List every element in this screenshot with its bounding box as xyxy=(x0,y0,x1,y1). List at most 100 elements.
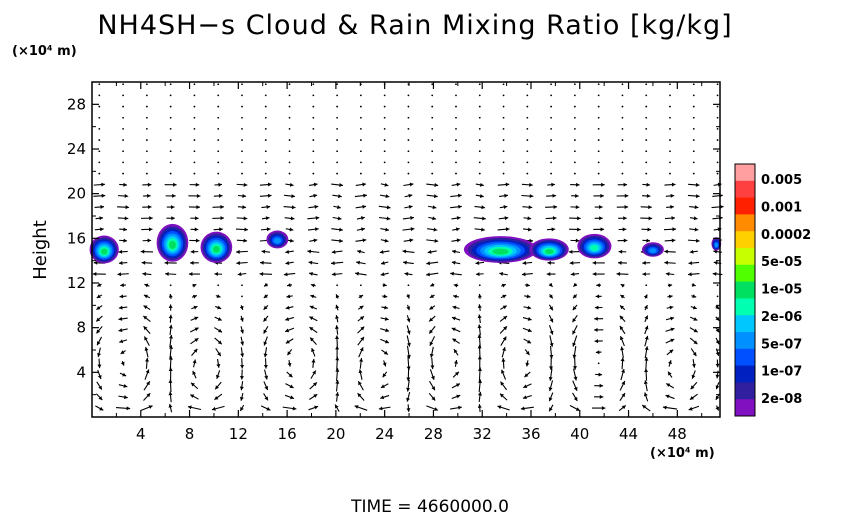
wind-vector-head xyxy=(572,318,577,323)
x-tick-label: 40 xyxy=(570,425,589,443)
wind-vector-dot xyxy=(169,105,172,108)
wind-vector-head xyxy=(664,249,668,254)
wind-vector-head xyxy=(715,363,720,368)
wind-vector-dot xyxy=(359,139,362,141)
wind-vector-dot xyxy=(669,139,671,141)
colorbar-swatch xyxy=(735,231,755,249)
cloud-band xyxy=(544,249,554,255)
colorbar-label: 0.0002 xyxy=(761,228,811,243)
colorbar-swatch xyxy=(735,315,755,333)
wind-vector-dot xyxy=(478,127,481,130)
colorbar-label: 0.001 xyxy=(761,200,802,215)
wind-vector-head xyxy=(527,317,532,321)
y-tick-label: 12 xyxy=(67,274,86,292)
wind-vector-head xyxy=(409,182,414,187)
wind-vector-head xyxy=(434,407,438,411)
y-tick-label: 4 xyxy=(76,363,86,381)
wind-vector-dot xyxy=(431,150,434,153)
wind-vector-head xyxy=(357,249,362,254)
wind-vector-dot xyxy=(169,116,172,119)
wind-vector-dot xyxy=(407,139,410,141)
wind-vector-head xyxy=(145,369,150,374)
wind-vector-head xyxy=(429,353,434,358)
wind-vector-dot xyxy=(217,116,220,119)
wind-vector-head xyxy=(526,294,531,299)
wind-vector-dot xyxy=(455,94,457,97)
wind-vector-dot xyxy=(312,150,315,153)
wind-vector-head xyxy=(499,271,504,276)
wind-vector-head xyxy=(195,182,200,187)
wind-vector-head xyxy=(313,394,318,398)
wind-vector-head xyxy=(715,351,720,356)
wind-vector-dot xyxy=(597,150,600,153)
wind-vector-dot xyxy=(383,127,386,130)
wind-vector-head xyxy=(236,249,240,254)
wind-vector-dot xyxy=(336,172,339,175)
wind-vector-head xyxy=(528,205,533,210)
wind-vector-head xyxy=(406,354,411,359)
x-tick-label: 28 xyxy=(424,425,443,443)
wind-vector-head xyxy=(385,227,389,232)
wind-vector-head xyxy=(239,317,244,322)
wind-vector-head xyxy=(240,364,245,369)
cloud-band xyxy=(649,248,657,254)
wind-vector-dot xyxy=(621,161,624,164)
colorbar-frame xyxy=(734,163,756,417)
wind-vector-dot xyxy=(502,83,505,86)
wind-vector-head xyxy=(548,397,553,402)
wind-vector-head xyxy=(573,294,577,299)
wind-vector-dot xyxy=(645,116,648,119)
wind-vector-head xyxy=(458,204,462,209)
wind-vector-head xyxy=(623,238,628,243)
wind-vector-head xyxy=(457,193,462,198)
wind-vector-dot xyxy=(122,94,124,97)
wind-vector-head xyxy=(715,406,720,411)
wind-vector-head xyxy=(190,249,195,254)
wind-vector-head xyxy=(549,407,553,412)
wind-vector-dot xyxy=(288,161,291,164)
wind-vector-head xyxy=(119,294,124,299)
wind-vector-head xyxy=(239,396,244,401)
wind-vector-dot xyxy=(692,172,695,175)
wind-vector-dot xyxy=(478,105,481,108)
wind-vector-head xyxy=(454,371,459,376)
wind-vector-dot xyxy=(431,105,434,108)
wind-vector-head xyxy=(361,227,365,232)
wind-vector-head xyxy=(261,249,266,254)
wind-vector-head xyxy=(194,338,199,342)
wind-vector-dot xyxy=(98,150,101,153)
wind-vector-dot xyxy=(526,83,529,86)
wind-vector-head xyxy=(549,330,554,335)
wind-vector-dot xyxy=(312,83,315,86)
wind-vector-head xyxy=(124,216,129,221)
wind-vector-head xyxy=(570,272,575,277)
wind-vector-head xyxy=(313,193,318,198)
wind-vector-dot xyxy=(573,150,576,153)
wind-vector-head xyxy=(644,335,649,340)
wind-vector-dot xyxy=(597,127,600,130)
wind-vector-dot xyxy=(407,105,410,108)
wind-vector-head xyxy=(96,294,101,298)
wind-vector-head xyxy=(477,404,482,408)
wind-vector-head xyxy=(267,193,272,198)
wind-vector-head xyxy=(380,272,385,277)
wind-vector-head xyxy=(715,316,720,321)
wind-vector-head xyxy=(168,324,173,329)
wind-vector-head xyxy=(383,283,387,288)
wind-vector-head xyxy=(314,204,319,209)
wind-vector-head xyxy=(618,260,622,265)
wind-vector-head xyxy=(217,305,222,310)
wind-vector-head xyxy=(383,294,388,299)
wind-vector-head xyxy=(527,339,532,344)
chart-title: NH4SH−s Cloud & Rain Mixing Ratio [kg/kg… xyxy=(97,10,733,41)
wind-vector-head xyxy=(690,385,695,390)
wind-vector-dot xyxy=(502,116,505,119)
wind-vector-dot xyxy=(122,139,124,141)
wind-vector-head xyxy=(452,338,457,343)
wind-vector-head xyxy=(505,227,510,232)
wind-vector-head xyxy=(549,354,554,359)
wind-vector-dot xyxy=(359,161,362,164)
wind-vector-dot xyxy=(431,161,434,164)
wind-vector-dot xyxy=(502,105,505,108)
wind-vector-dot xyxy=(193,139,196,141)
